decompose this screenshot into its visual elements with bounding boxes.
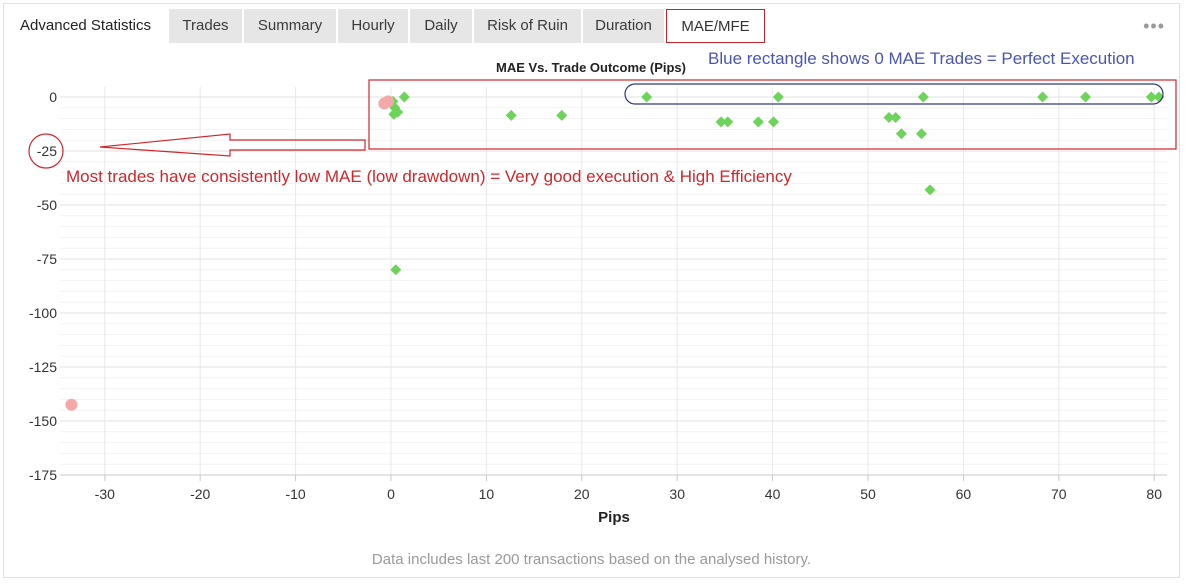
x-tick-label: 60 <box>956 486 972 502</box>
x-tick-label: 0 <box>387 486 395 502</box>
win-trade-point[interactable] <box>556 109 568 121</box>
blue-annotation-box <box>624 83 1164 105</box>
loss-trade-point[interactable] <box>65 398 78 411</box>
win-trade-point[interactable] <box>505 109 517 121</box>
win-trade-point[interactable] <box>1037 91 1049 103</box>
x-tick-label: 70 <box>1051 486 1067 502</box>
blue-annotation-text: Blue rectangle shows 0 MAE Trades = Perf… <box>708 49 1135 68</box>
x-tick-label: 50 <box>860 486 876 502</box>
tab-summary[interactable]: Summary <box>244 9 336 43</box>
win-trade-point[interactable] <box>915 128 927 140</box>
x-tick-label: 10 <box>479 486 495 502</box>
x-axis-label: Pips <box>598 509 630 526</box>
win-trade-point[interactable] <box>398 91 410 103</box>
red-circle-highlight <box>28 133 64 169</box>
win-trade-point[interactable] <box>390 264 402 276</box>
win-trade-point[interactable] <box>924 184 936 196</box>
x-tick-label: -10 <box>285 486 305 502</box>
tab-duration[interactable]: Duration <box>583 9 664 43</box>
footnote: Data includes last 200 transactions base… <box>371 551 812 568</box>
red-arrow-icon <box>99 133 366 157</box>
x-tick-label: 80 <box>1146 486 1162 502</box>
y-tick-label: -150 <box>29 413 57 429</box>
win-trade-point[interactable] <box>890 112 902 124</box>
win-trade-point[interactable] <box>883 112 895 124</box>
loss-trade-point[interactable] <box>382 95 395 108</box>
y-tick-label: -125 <box>29 359 57 375</box>
ellipsis-icon[interactable]: ••• <box>1143 16 1165 36</box>
y-tick-label: -25 <box>37 143 57 159</box>
tab-risk-of-ruin[interactable]: Risk of Ruin <box>474 9 581 43</box>
win-trade-point[interactable] <box>722 116 734 128</box>
x-tick-label: 40 <box>765 486 781 502</box>
win-trade-point[interactable] <box>772 91 784 103</box>
tab-daily[interactable]: Daily <box>410 9 472 43</box>
tab-mae-mfe[interactable]: MAE/MFE <box>666 9 765 43</box>
x-tick-label: 20 <box>574 486 590 502</box>
tab-hourly[interactable]: Hourly <box>338 9 408 43</box>
chart-title: MAE Vs. Trade Outcome (Pips) <box>496 60 686 75</box>
red-annotation-text: Most trades have consistently low MAE (l… <box>66 167 792 186</box>
data-points <box>65 91 1165 411</box>
chart-grid <box>60 87 1167 476</box>
red-annotation-box <box>368 79 1177 150</box>
mae-mfe-panel: Advanced Statistics Trades Summary Hourl… <box>3 3 1180 578</box>
y-axis-ticks: 0 -25 -50 -75 -100 -125 -150 -175 <box>29 89 57 483</box>
y-tick-label: -75 <box>37 251 57 267</box>
win-trade-point[interactable] <box>1080 91 1092 103</box>
y-tick-label: -175 <box>29 467 57 483</box>
win-trade-point[interactable] <box>917 91 929 103</box>
tab-bar: Advanced Statistics Trades Summary Hourl… <box>4 4 1179 46</box>
tab-trades[interactable]: Trades <box>169 9 242 43</box>
y-tick-label: 0 <box>49 89 57 105</box>
win-trade-point[interactable] <box>768 116 780 128</box>
x-tick-label: -30 <box>95 486 115 502</box>
x-tick-label: 30 <box>669 486 685 502</box>
win-trade-point[interactable] <box>895 128 907 140</box>
y-tick-label: -100 <box>29 305 57 321</box>
win-trade-point[interactable] <box>752 116 764 128</box>
x-tick-label: -20 <box>190 486 210 502</box>
x-axis-ticks: -30 -20 -10 0 10 20 30 40 50 60 70 80 <box>95 475 1162 502</box>
y-tick-label: -50 <box>37 197 57 213</box>
tab-advanced-statistics[interactable]: Advanced Statistics <box>4 9 167 43</box>
win-trade-point[interactable] <box>715 116 727 128</box>
win-trade-point[interactable] <box>1145 91 1157 103</box>
win-trade-point[interactable] <box>392 106 404 118</box>
win-trade-point[interactable] <box>641 91 653 103</box>
